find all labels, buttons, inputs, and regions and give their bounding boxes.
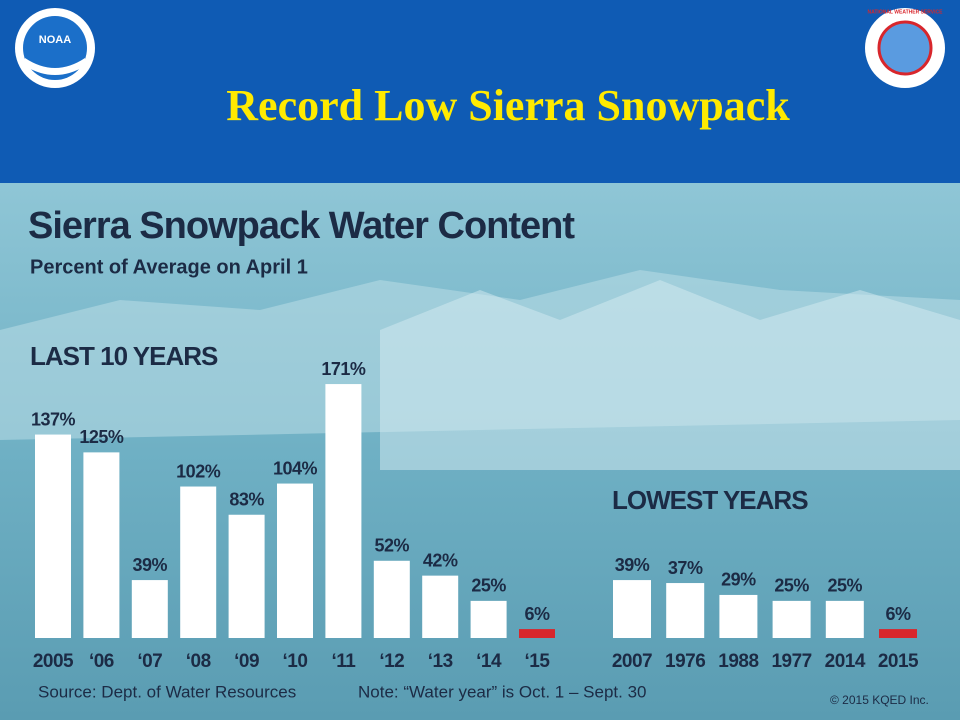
group-heading: LOWEST YEARS [612,485,808,515]
x-tick-label: ‘15 [525,651,551,672]
mountains [380,280,960,470]
x-tick-label: ‘08 [186,651,211,672]
bar [180,486,217,638]
nws-logo: NATIONAL WEATHER SERVICE [865,8,945,88]
bar [825,600,864,638]
value-label: 39% [615,555,650,575]
value-label: 29% [721,570,756,590]
value-label: 137% [31,409,76,429]
bar [519,629,555,638]
x-tick-label: ‘06 [89,651,114,672]
value-label: 6% [885,604,911,624]
value-label: 104% [273,458,318,478]
bar [277,483,313,638]
bar [666,583,705,638]
value-label: 37% [668,558,703,578]
bar [422,575,459,638]
x-tick-label: 2014 [825,651,866,672]
noaa-logo: NOAA [15,8,95,88]
chart-subtitle: Percent of Average on April 1 [30,256,308,278]
x-tick-label: ‘13 [428,651,453,672]
bar [83,452,120,638]
bar [373,560,410,638]
logo-text: NOAA [39,34,71,46]
x-tick-label: 2007 [612,651,652,672]
x-tick-label: 1976 [665,651,705,672]
value-label: 39% [133,555,168,575]
x-tick-label: 1988 [718,651,758,672]
group-heading: LAST 10 YEARS [30,341,218,371]
bar [35,434,71,638]
value-label: 125% [79,427,124,447]
x-tick-label: 2005 [33,651,74,672]
chart-title: Sierra Snowpack Water Content [28,205,575,247]
copyright: © 2015 KQED Inc. [830,693,929,707]
bar [879,629,917,638]
value-label: 25% [471,576,506,596]
x-tick-label: ‘11 [331,651,356,672]
bar [228,514,265,638]
x-tick-label: ‘12 [379,651,404,672]
value-label: 25% [774,576,809,596]
slide-title: Record Low Sierra Snowpack [226,81,790,130]
x-tick-label: ‘07 [137,651,162,672]
x-tick-label: 1977 [771,651,811,672]
value-label: 171% [321,359,366,379]
x-tick-label: ‘09 [234,651,259,672]
source: Source: Dept. of Water Resources [38,682,296,701]
logo-disc [877,20,933,76]
bar [470,600,507,638]
value-label: 25% [828,576,863,596]
bar [772,600,811,638]
value-label: 6% [524,604,550,624]
bar [719,594,758,638]
value-label: 102% [176,461,221,481]
bar [325,384,362,638]
logo-wave [25,58,85,75]
x-tick-label: 2015 [878,651,919,672]
logo-disc [23,16,87,80]
value-label: 83% [229,489,264,509]
logo-text: NATIONAL WEATHER SERVICE [868,9,944,15]
x-tick-label: ‘14 [476,651,502,672]
value-label: 52% [375,536,410,556]
note: Note: “Water year” is Oct. 1 – Sept. 30 [358,682,646,701]
header-band [0,0,960,183]
bar [613,580,651,638]
value-label: 42% [423,550,458,570]
bar [131,580,168,638]
x-tick-label: ‘10 [283,651,308,672]
